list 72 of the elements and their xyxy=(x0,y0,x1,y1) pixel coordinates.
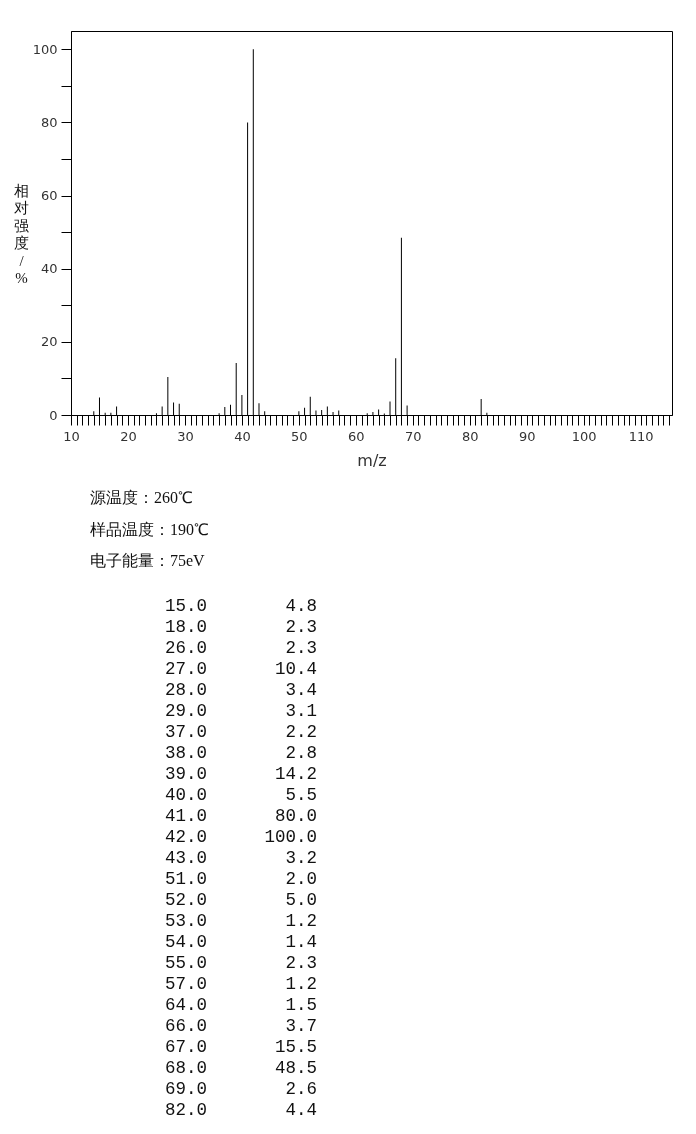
text: 40.0 xyxy=(164,785,207,805)
text: 39.0 xyxy=(164,764,207,784)
text: 3.4 xyxy=(285,680,317,700)
text: 68.0 xyxy=(164,1058,207,1078)
text: 2.3 xyxy=(285,617,317,637)
text: 57.0 xyxy=(164,974,207,994)
text: 54.0 xyxy=(164,932,207,952)
y-tick-label: 0 xyxy=(49,407,58,423)
text: 14.2 xyxy=(274,764,317,784)
text: 1.5 xyxy=(285,995,317,1015)
x-tick-label: 60 xyxy=(348,428,365,444)
x-tick-label: 30 xyxy=(177,428,194,444)
text: 51.0 xyxy=(164,869,207,889)
x-tick-label: 80 xyxy=(461,428,479,444)
text: 15.5 xyxy=(274,1037,317,1057)
text: 5.0 xyxy=(285,890,317,910)
text: 5.5 xyxy=(285,785,317,805)
text: 64.0 xyxy=(164,995,207,1015)
text: 37.0 xyxy=(164,722,207,742)
text: 26.0 xyxy=(164,638,207,658)
text: 55.0 xyxy=(164,953,207,973)
text: 1.2 xyxy=(285,974,317,994)
text: 2.8 xyxy=(285,743,317,763)
text: 42.0 xyxy=(164,827,207,847)
text: 2.3 xyxy=(285,638,317,658)
text: 2.0 xyxy=(285,869,317,889)
y-tick-label: 60 xyxy=(40,188,58,204)
text: 69.0 xyxy=(164,1079,207,1099)
text: 67.0 xyxy=(164,1037,207,1057)
text: 4.8 xyxy=(285,596,317,616)
x-tick-label: 20 xyxy=(120,428,137,444)
text: 电子能量：75eV xyxy=(90,552,205,569)
text: 43.0 xyxy=(164,848,207,868)
text: 4.4 xyxy=(285,1100,317,1120)
text: 41.0 xyxy=(164,806,207,826)
text: 28.0 xyxy=(164,680,207,700)
y-tick-label: 20 xyxy=(40,334,58,350)
text: 3.2 xyxy=(285,848,317,868)
x-tick-label: 10 xyxy=(63,428,80,444)
text: 80.0 xyxy=(274,806,317,826)
x-tick-label: 50 xyxy=(291,428,308,444)
text: 66.0 xyxy=(164,1016,207,1036)
text: 53.0 xyxy=(164,911,207,931)
x-tick-label: 40 xyxy=(234,428,251,444)
y-axis-title: 相对强度/% xyxy=(14,182,29,286)
text: 1.4 xyxy=(285,932,317,952)
text: 100.0 xyxy=(264,827,317,847)
text: 1.2 xyxy=(285,911,317,931)
text: 10.4 xyxy=(274,659,317,679)
x-tick-label: 110 xyxy=(628,428,654,444)
x-tick-label: 70 xyxy=(405,428,422,444)
text: 38.0 xyxy=(164,743,207,763)
y-tick-label: 40 xyxy=(40,261,58,277)
y-tick-label: 100 xyxy=(32,41,58,57)
text: 2.2 xyxy=(285,722,317,742)
text: 2.6 xyxy=(285,1079,317,1099)
x-axis-title: m/z xyxy=(357,450,387,470)
text: 27.0 xyxy=(164,659,207,679)
text: 15.0 xyxy=(164,596,207,616)
text: 3.1 xyxy=(285,701,317,721)
text: 3.7 xyxy=(285,1016,317,1036)
text: 48.5 xyxy=(274,1058,317,1078)
x-tick-label: 100 xyxy=(571,428,597,444)
text: 29.0 xyxy=(164,701,207,721)
text: 18.0 xyxy=(164,617,207,637)
text: 样品温度：190℃ xyxy=(90,520,209,538)
y-tick-label: 80 xyxy=(40,114,58,130)
text: 源温度：260℃ xyxy=(90,489,193,506)
x-tick-label: 90 xyxy=(518,428,536,444)
text: 52.0 xyxy=(164,890,207,910)
text: 2.3 xyxy=(285,953,317,973)
text: 82.0 xyxy=(164,1100,207,1120)
